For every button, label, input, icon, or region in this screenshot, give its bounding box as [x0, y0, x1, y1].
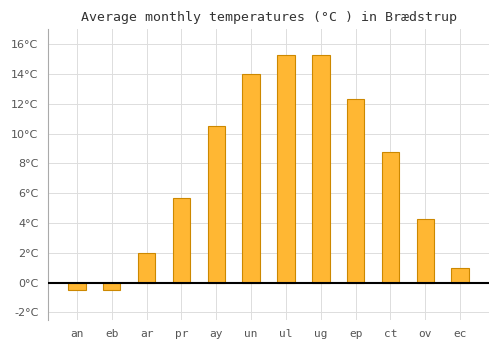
Bar	[68, 283, 86, 290]
Bar	[138, 253, 156, 283]
Bar	[172, 198, 190, 283]
Bar	[452, 268, 469, 283]
Title: Average monthly temperatures (°C ) in Brædstrup: Average monthly temperatures (°C ) in Br…	[80, 11, 456, 24]
Bar	[208, 126, 225, 283]
Bar	[278, 55, 294, 283]
Bar	[416, 219, 434, 283]
Bar	[382, 152, 399, 283]
Bar	[312, 55, 330, 283]
Bar	[242, 74, 260, 283]
Bar	[347, 99, 364, 283]
Bar	[103, 283, 120, 290]
